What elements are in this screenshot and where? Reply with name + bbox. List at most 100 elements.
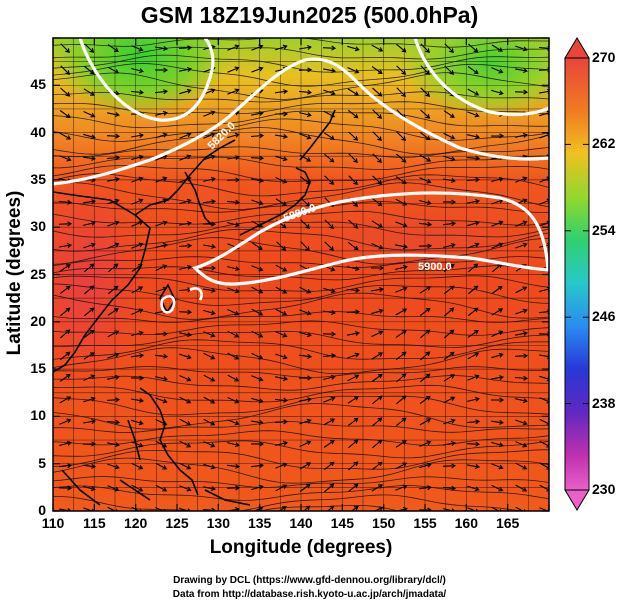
wind-arrow — [227, 442, 240, 448]
wind-arrow — [299, 331, 312, 338]
x-tick-label: 125 — [165, 515, 189, 531]
wind-arrow — [396, 65, 407, 75]
wind-arrow — [155, 45, 168, 51]
wind-arrow — [467, 220, 480, 227]
wind-arrow — [466, 463, 480, 470]
wind-arrow — [372, 417, 383, 427]
wind-arrow — [155, 132, 168, 139]
wind-arrow — [275, 308, 288, 316]
y-tick-label: 20 — [30, 312, 46, 329]
wind-arrow — [59, 351, 71, 361]
streamline — [53, 311, 549, 323]
wind-arrow — [491, 285, 503, 294]
wind-arrow — [419, 286, 432, 294]
wind-arrow — [395, 484, 408, 491]
wind-arrow — [60, 307, 71, 317]
credit-drawing: Drawing by DCL (https://www.gfd-dennou.o… — [173, 575, 446, 586]
wind-arrow — [250, 155, 265, 161]
wind-arrow — [131, 308, 144, 315]
wind-arrow — [467, 396, 480, 402]
wind-arrow — [131, 242, 144, 249]
wind-arrow — [155, 176, 168, 183]
y-tick-label: 25 — [30, 265, 46, 282]
wind-arrow — [395, 351, 407, 361]
wind-arrow — [420, 65, 430, 76]
wind-arrow — [251, 286, 264, 294]
wind-arrow — [59, 264, 71, 272]
streamline — [53, 384, 549, 403]
wind-arrow — [202, 221, 217, 227]
wind-arrow — [179, 375, 192, 382]
wind-arrow — [179, 132, 192, 139]
wind-arrow — [514, 89, 529, 95]
wind-arrow — [59, 418, 72, 425]
wind-arrow — [347, 45, 360, 52]
wind-arrow — [275, 353, 288, 360]
colorbar-label: 246 — [592, 308, 616, 325]
wind-arrow — [372, 109, 383, 119]
wind-arrow — [275, 331, 288, 338]
wind-arrow — [419, 131, 431, 141]
wind-arrow — [396, 395, 407, 405]
wind-arrow — [419, 440, 432, 447]
wind-arrow — [203, 374, 216, 382]
wind-arrow — [107, 220, 120, 227]
y-tick-label: 30 — [30, 218, 46, 235]
wind-arrow — [420, 43, 431, 53]
wind-arrow — [107, 463, 120, 470]
wind-arrow — [275, 484, 288, 492]
wind-arrow — [275, 177, 288, 184]
wind-arrow — [323, 461, 335, 471]
wind-arrow — [347, 396, 359, 404]
wind-arrow — [274, 89, 289, 95]
wind-arrow — [179, 396, 192, 404]
wind-arrow — [155, 462, 168, 470]
wind-arrow — [155, 484, 168, 492]
wind-arrow — [396, 373, 407, 383]
wind-arrow — [371, 44, 384, 52]
wind-arrow — [203, 463, 216, 470]
wind-arrow — [83, 485, 96, 492]
wind-arrow — [323, 309, 336, 316]
wind-arrow — [467, 66, 479, 75]
wind-arrow — [59, 155, 72, 162]
wind-arrow — [108, 263, 119, 273]
wind-arrow — [106, 176, 120, 182]
wind-arrow — [83, 329, 95, 338]
wind-arrow — [347, 483, 359, 493]
wind-arrow — [324, 175, 335, 185]
wind-arrow — [299, 133, 312, 140]
wind-arrow — [203, 396, 216, 404]
wind-arrow — [298, 353, 313, 359]
wind-arrow — [323, 89, 336, 96]
wind-arrow — [203, 441, 216, 448]
wind-arrow — [83, 507, 95, 511]
wind-arrow — [131, 441, 144, 448]
wind-arrow — [322, 353, 337, 359]
wind-arrow — [348, 461, 359, 471]
streamline — [53, 221, 549, 238]
wind-arrow — [395, 198, 408, 206]
streamline — [53, 118, 549, 142]
wind-arrow — [131, 176, 144, 183]
wind-arrow — [514, 330, 528, 336]
streamline — [53, 46, 549, 60]
streamline — [53, 91, 549, 103]
wind-arrow — [467, 111, 480, 118]
wind-arrow — [178, 309, 193, 315]
wind-arrow — [444, 43, 454, 54]
wind-arrow — [83, 88, 96, 96]
wind-arrow — [299, 286, 312, 294]
wind-arrow — [83, 199, 96, 205]
wind-arrow — [59, 285, 71, 295]
wind-arrow — [418, 221, 433, 227]
wind-arrow — [443, 242, 456, 248]
wind-arrow — [131, 286, 144, 294]
wind-arrow — [251, 419, 264, 426]
wind-arrow — [395, 417, 407, 427]
wind-arrow — [491, 44, 504, 52]
wind-arrow — [443, 263, 455, 272]
wind-arrow — [83, 155, 96, 161]
wind-arrow — [491, 463, 504, 470]
x-tick-label: 130 — [206, 515, 230, 531]
